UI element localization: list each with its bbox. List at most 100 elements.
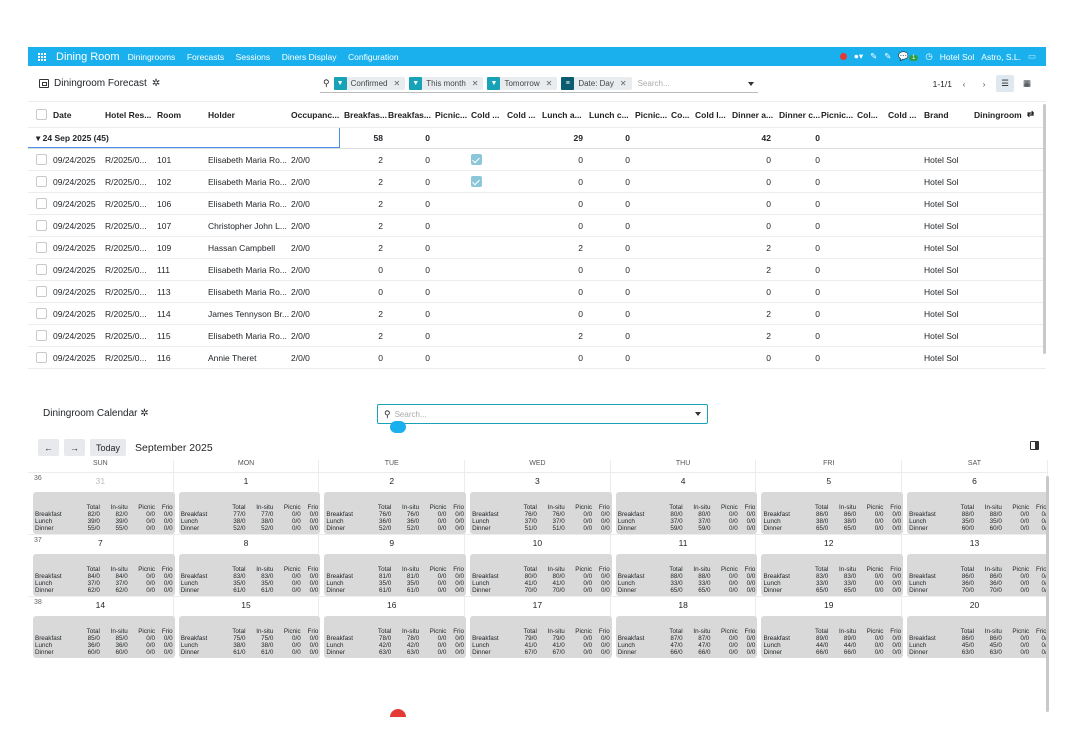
record-status-icon[interactable] — [839, 53, 847, 60]
nav-diningrooms[interactable]: Diningrooms — [127, 51, 176, 62]
calendar-event[interactable]: Total In-situ Picnic Frio Breakfast 86/0 86/0 0… — [907, 616, 1049, 658]
table-row[interactable]: 09/24/2025 R/2025/0... 109 Hassan Campbell 2… — [28, 237, 1046, 259]
column-settings-icon[interactable]: ⇄ — [1027, 109, 1035, 119]
drop-icon[interactable]: ●▾ — [853, 51, 864, 61]
column-header[interactable]: Picnic... — [435, 109, 468, 120]
remove-facet-icon[interactable]: ✕ — [545, 79, 553, 88]
calendar-event[interactable]: Total In-situ Picnic Frio Breakfast 86/0 86/0 0… — [761, 492, 904, 534]
calendar-event[interactable]: Total In-situ Picnic Frio Breakfast 83/0 83/0 0… — [178, 554, 321, 596]
calendar-day[interactable]: 9 Total In-situ Picnic Frio Breakfast 81/0 81/0… — [319, 535, 467, 596]
table-row[interactable]: 09/24/2025 R/2025/0... 111 Elisabeth Maria … — [28, 259, 1046, 281]
column-header[interactable]: Lunch a... — [542, 109, 582, 120]
calendar-day[interactable]: 1 Total In-situ Picnic Frio Breakfast 77/0 77/0… — [174, 473, 321, 534]
table-row[interactable]: 09/24/2025 R/2025/0... 101 Elisabeth Maria … — [28, 149, 1046, 171]
column-header[interactable]: Cold ... — [507, 109, 536, 120]
row-checkbox[interactable] — [36, 242, 47, 253]
column-header[interactable]: Breakfas... — [388, 109, 431, 120]
pencil-icon[interactable]: ✎ — [870, 51, 878, 61]
search-options-toggle[interactable] — [748, 81, 754, 86]
table-row[interactable]: 09/24/2025 R/2025/0... 107 Christopher John… — [28, 215, 1046, 237]
apps-menu-icon[interactable] — [33, 47, 51, 66]
row-checkbox[interactable] — [36, 308, 47, 319]
cold-checkbox[interactable] — [471, 176, 482, 187]
calendar-today-button[interactable]: Today — [90, 439, 127, 456]
calendar-event[interactable]: Total In-situ Picnic Frio Breakfast 81/0 81/0 0… — [324, 554, 467, 596]
calendar-day[interactable]: 16 Total In-situ Picnic Frio Breakfast 78/0 78/… — [319, 597, 467, 658]
table-row[interactable]: 09/24/2025 R/2025/0... 115 Elisabeth Maria … — [28, 325, 1046, 347]
calendar-day[interactable]: 11 Total In-situ Picnic Frio Breakfast 88/0 88/… — [611, 535, 758, 596]
column-header[interactable]: Picnic... — [821, 109, 854, 120]
column-header[interactable]: Breakfas... — [344, 109, 387, 120]
remove-facet-icon[interactable]: ✕ — [471, 79, 479, 88]
calendar-search-input[interactable]: Search... — [394, 409, 427, 419]
calendar-event[interactable]: Total In-situ Picnic Frio Breakfast 76/0 76/0 0… — [324, 492, 467, 534]
calendar-day[interactable]: 5 Total In-situ Picnic Frio Breakfast 86/0 86/0… — [756, 473, 904, 534]
column-header[interactable]: Cold l... — [695, 109, 726, 120]
table-row[interactable]: 09/24/2025 R/2025/0... 106 Elisabeth Maria … — [28, 193, 1046, 215]
column-header[interactable]: Room — [157, 109, 182, 120]
row-checkbox[interactable] — [36, 352, 47, 363]
column-header[interactable]: Diningroom — [974, 109, 1022, 120]
group-row[interactable]: ▾ 24 Sep 2025 (45) 58 0 29 0 42 0 — [28, 128, 1046, 149]
calendar-day[interactable]: 17 Total In-situ Picnic Frio Breakfast 79/0 79/… — [465, 597, 612, 658]
table-row[interactable]: 09/24/2025 R/2025/0... 116 Annie Theret 2/0/… — [28, 347, 1046, 369]
edit-note-icon[interactable]: ✎ — [884, 51, 892, 61]
calendar-day[interactable]: 20 Total In-situ Picnic Frio Breakfast 86/0 86/… — [902, 597, 1049, 658]
column-header[interactable]: Cold ... — [888, 109, 917, 120]
calendar-day[interactable]: 10 Total In-situ Picnic Frio Breakfast 80/0 80/… — [465, 535, 612, 596]
row-checkbox[interactable] — [36, 286, 47, 297]
remove-facet-icon[interactable]: ✕ — [619, 79, 627, 88]
select-all-checkbox[interactable] — [36, 109, 47, 120]
pager-previous-button[interactable]: ‹ — [962, 78, 966, 89]
column-header[interactable]: Cold ... — [471, 109, 500, 120]
calendar-event[interactable]: Total In-situ Picnic Frio Breakfast 76/0 76/0 0… — [470, 492, 612, 534]
nav-configuration[interactable]: Configuration — [348, 51, 399, 62]
calendar-event[interactable]: Total In-situ Picnic Frio Breakfast 87/0 87/0 0… — [615, 616, 758, 658]
row-checkbox[interactable] — [36, 220, 47, 231]
gear-icon[interactable]: ✲ — [140, 408, 149, 419]
column-header[interactable]: Brand — [924, 109, 949, 120]
calendar-event[interactable]: Total In-situ Picnic Frio Breakfast 83/0 83/0 0… — [761, 554, 904, 596]
calendar-event[interactable]: Total In-situ Picnic Frio Breakfast 84/0 84/0 0… — [33, 554, 175, 596]
column-header[interactable]: Co... — [671, 109, 690, 120]
column-header[interactable]: Hotel Res... — [105, 109, 152, 120]
nav-sessions[interactable]: Sessions — [235, 51, 271, 62]
record-floating-button[interactable] — [390, 709, 406, 717]
calendar-day[interactable]: 8 Total In-situ Picnic Frio Breakfast 83/0 83/0… — [174, 535, 321, 596]
calendar-view-button[interactable]: ▦ — [1022, 78, 1032, 88]
calendar-event[interactable]: Total In-situ Picnic Frio Breakfast 80/0 80/0 0… — [470, 554, 612, 596]
calendar-day[interactable]: 18 Total In-situ Picnic Frio Breakfast 87/0 87/… — [611, 597, 758, 658]
search-input[interactable]: Search... — [637, 79, 670, 88]
column-header[interactable]: Dinner c... — [779, 109, 821, 120]
chat-icon[interactable]: 💬 1 — [898, 51, 919, 62]
remove-facet-icon[interactable]: ✕ — [393, 79, 401, 88]
row-checkbox[interactable] — [36, 176, 47, 187]
nav-diners-display[interactable]: Diners Display — [281, 51, 337, 62]
calendar-day[interactable]: 7 Total In-situ Picnic Frio Breakfast 84/0 84/0… — [28, 535, 175, 596]
calendar-day[interactable]: 31 Total In-situ Picnic Frio Breakfast 82/0 82/… — [28, 473, 175, 534]
settings-toggle-icon[interactable]: ▭ — [1027, 51, 1036, 61]
organization-name[interactable]: Astro, S.L. — [981, 51, 1021, 62]
calendar-next-button[interactable]: → — [64, 439, 85, 456]
column-header[interactable]: Holder — [208, 109, 235, 120]
column-header[interactable]: Picnic... — [635, 109, 668, 120]
calendar-day[interactable]: 2 Total In-situ Picnic Frio Breakfast 76/0 76/0… — [319, 473, 467, 534]
calendar-day[interactable]: 14 Total In-situ Picnic Frio Breakfast 85/0 85/… — [28, 597, 175, 658]
row-checkbox[interactable] — [36, 198, 47, 209]
row-checkbox[interactable] — [36, 154, 47, 165]
calendar-event[interactable]: Total In-situ Picnic Frio Breakfast 75/0 75/0 0… — [178, 616, 321, 658]
column-header[interactable]: Date — [53, 109, 72, 120]
table-row[interactable]: 09/24/2025 R/2025/0... 102 Elisabeth Maria … — [28, 171, 1046, 193]
calendar-event[interactable]: Total In-situ Picnic Frio Breakfast 88/0 88/0 0… — [615, 554, 758, 596]
calendar-event[interactable]: Total In-situ Picnic Frio Breakfast 79/0 79/0 0… — [470, 616, 612, 658]
clock-icon[interactable]: ◷ — [925, 51, 933, 61]
column-header[interactable]: Col... — [857, 109, 878, 120]
company-name[interactable]: Hotel Sol — [939, 51, 975, 62]
cold-checkbox[interactable] — [471, 154, 482, 165]
calendar-day[interactable]: 3 Total In-situ Picnic Frio Breakfast 76/0 76/0… — [465, 473, 612, 534]
pager-next-button[interactable]: › — [982, 78, 986, 89]
row-checkbox[interactable] — [36, 264, 47, 275]
calendar-event[interactable]: Total In-situ Picnic Frio Breakfast 80/0 80/0 0… — [615, 492, 758, 534]
calendar-event[interactable]: Total In-situ Picnic Frio Breakfast 86/0 86/0 0… — [907, 554, 1049, 596]
column-header[interactable]: Dinner a... — [732, 109, 774, 120]
